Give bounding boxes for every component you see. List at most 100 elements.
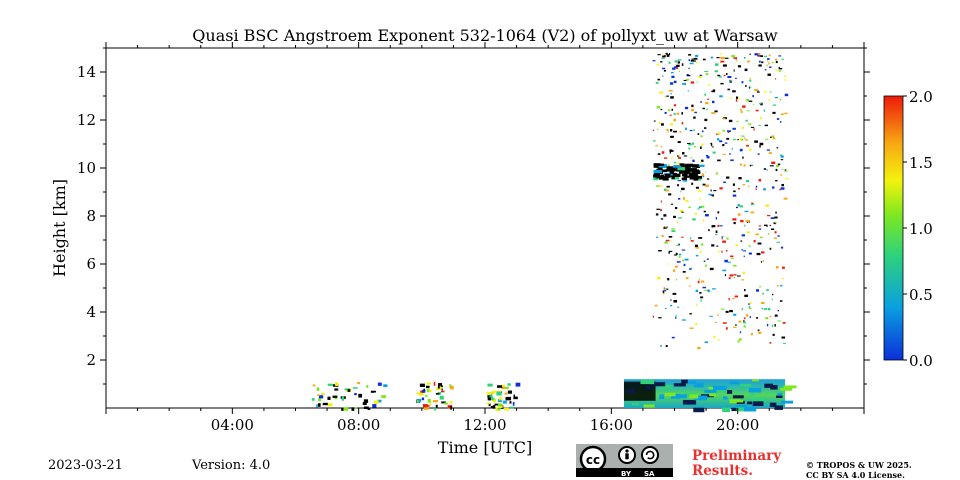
- heatmap-cell: [676, 59, 679, 62]
- heatmap-cell: [690, 157, 693, 159]
- heatmap-cell: [775, 179, 778, 182]
- heatmap-cell: [688, 143, 692, 146]
- heatmap-cell: [677, 59, 682, 61]
- heatmap-cell: [725, 327, 728, 330]
- heatmap-cell: [686, 74, 691, 77]
- heatmap-cell: [781, 183, 784, 187]
- heatmap-cell: [780, 155, 784, 158]
- heatmap-cell: [663, 292, 665, 295]
- heatmap-cell: [671, 241, 673, 243]
- heatmap-cell: [731, 55, 736, 58]
- heatmap-cell: [751, 202, 754, 204]
- heatmap-cell: [700, 135, 703, 138]
- heatmap-cell: [491, 391, 496, 395]
- heatmap-cell: [658, 250, 662, 252]
- heatmap-cell: [661, 57, 665, 59]
- heatmap-cell: [707, 289, 710, 293]
- heatmap-cell: [720, 60, 725, 63]
- heatmap-cell: [354, 407, 357, 410]
- heatmap-cell: [712, 385, 727, 391]
- x-tick-label: 20:00: [716, 416, 759, 434]
- heatmap-cell: [682, 152, 685, 155]
- cloud-layer-cell: [670, 168, 680, 171]
- heatmap-cell: [497, 399, 503, 403]
- heatmap-cell: [688, 206, 691, 209]
- heatmap-cell: [700, 74, 703, 77]
- heatmap-cell: [699, 251, 702, 254]
- heatmap-cell: [662, 290, 665, 293]
- heatmap-cell: [312, 384, 316, 387]
- heatmap-cell: [780, 121, 782, 123]
- heatmap-cell: [426, 382, 431, 385]
- heatmap-cell: [499, 397, 503, 401]
- heatmap-cell: [659, 384, 672, 389]
- heatmap-cell: [697, 280, 700, 284]
- heatmap-cell: [678, 70, 680, 72]
- heatmap-cell: [780, 187, 785, 190]
- heatmap-cell: [673, 104, 677, 107]
- heatmap-cell: [772, 104, 777, 106]
- heatmap-cell: [664, 392, 676, 397]
- cloud-layer-cell: [685, 168, 691, 172]
- colorbar-tick-label: 2.0: [909, 88, 933, 106]
- heatmap-cell: [716, 245, 719, 247]
- heatmap-cell: [497, 407, 501, 410]
- heatmap-cell: [316, 387, 320, 391]
- cloud-layer-cell: [662, 177, 669, 181]
- heatmap-cell: [665, 239, 670, 242]
- heatmap-cell: [675, 278, 678, 281]
- heatmap-cell: [656, 236, 658, 239]
- heatmap-cell: [776, 241, 780, 243]
- heatmap-cell: [741, 234, 746, 237]
- heatmap-cell: [741, 135, 745, 137]
- heatmap-cell: [701, 143, 704, 146]
- heatmap-cell: [748, 86, 750, 89]
- heatmap-cell: [733, 276, 735, 279]
- heatmap-cell: [676, 112, 680, 115]
- heatmap-cell: [751, 397, 765, 402]
- heatmap-cell: [688, 285, 691, 287]
- heatmap-cell: [429, 402, 432, 406]
- heatmap-cell: [732, 395, 744, 399]
- heatmap-cell: [700, 101, 703, 103]
- heatmap-cell: [732, 298, 735, 300]
- heatmap-cell: [769, 91, 772, 93]
- heatmap-cell: [657, 78, 661, 81]
- heatmap-cell: [679, 131, 682, 133]
- heatmap-cell: [701, 159, 704, 162]
- heatmap-cell: [711, 225, 716, 228]
- heatmap-cell: [435, 393, 440, 395]
- heatmap-cell: [492, 399, 497, 403]
- heatmap-cell: [509, 401, 512, 404]
- heatmap-cell: [657, 128, 659, 130]
- heatmap-cell: [691, 182, 694, 185]
- heatmap-cell: [694, 244, 698, 248]
- heatmap-cell: [775, 78, 777, 80]
- heatmap-cell: [755, 188, 757, 190]
- cc-sa-label: SA: [644, 470, 655, 478]
- heatmap-cell: [763, 55, 768, 57]
- heatmap-cell: [763, 168, 767, 170]
- heatmap-cell: [782, 342, 786, 344]
- cloud-layer-cell: [659, 164, 668, 169]
- heatmap-cell: [712, 288, 716, 290]
- heatmap-cell: [683, 79, 688, 81]
- heatmap-cell: [432, 399, 439, 403]
- heatmap-cell: [320, 392, 325, 396]
- heatmap-cell: [424, 407, 429, 410]
- heatmap-cell: [710, 142, 713, 145]
- heatmap-cell: [705, 171, 707, 173]
- heatmap-cell: [357, 382, 361, 385]
- license-text: © TROPOS & UW 2025. CC BY SA 4.0 License…: [806, 460, 912, 480]
- heatmap-cell: [688, 54, 692, 56]
- heatmap-cell: [781, 266, 785, 269]
- heatmap-cell: [744, 57, 746, 59]
- heatmap-cell: [748, 243, 750, 246]
- heatmap-cell: [735, 244, 738, 247]
- heatmap-cell: [732, 183, 735, 186]
- heatmap-cell: [343, 407, 349, 411]
- heatmap-cell: [777, 163, 781, 166]
- heatmap-cell: [706, 156, 710, 159]
- heatmap-cell: [735, 99, 738, 102]
- heatmap-cell: [692, 159, 695, 163]
